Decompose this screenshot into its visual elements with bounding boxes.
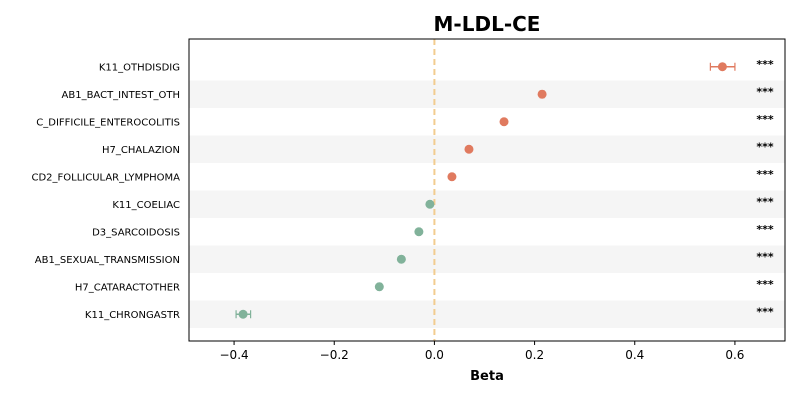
significance-label: ***: [756, 140, 774, 153]
significance-labels: *** *** *** *** *** *** *** *** *** ***: [756, 58, 774, 319]
row-band: [189, 190, 785, 218]
x-tick-label: 0.0: [425, 348, 444, 362]
category-label: CD2_FOLLICULAR_LYMPHOMA: [31, 172, 180, 183]
row-bands: [189, 80, 785, 328]
category-label: H7_CHALAZION: [102, 145, 180, 156]
x-axis-ticks: −0.4 −0.2 0.0 0.2 0.4 0.6: [220, 341, 744, 362]
significance-label: ***: [756, 195, 774, 208]
category-label: K11_COELIAC: [112, 200, 180, 211]
data-point: [464, 144, 474, 154]
row-band: [189, 80, 785, 108]
significance-label: ***: [756, 85, 774, 98]
row-band: [189, 135, 785, 163]
category-label: K11_OTHDISDIG: [99, 62, 180, 73]
category-labels: K11_OTHDISDIG AB1_BACT_INTEST_OTH C_DIFFIC…: [31, 62, 180, 321]
x-tick-label: 0.6: [725, 348, 744, 362]
data-point: [447, 172, 457, 182]
data-point: [537, 89, 547, 99]
significance-label: ***: [756, 58, 774, 71]
significance-label: ***: [756, 250, 774, 263]
plot-frame: [188, 38, 786, 342]
data-point: [425, 199, 435, 209]
data-point: [414, 227, 424, 237]
x-tick-label: −0.4: [220, 348, 249, 362]
chart-title: M-LDL-CE: [434, 12, 541, 36]
x-tick-label: 0.4: [625, 348, 644, 362]
row-band: [189, 245, 785, 273]
data-point: [374, 282, 384, 292]
category-label: K11_CHRONGASTR: [85, 310, 180, 321]
x-tick-label: 0.2: [525, 348, 544, 362]
category-label: H7_CATARACTOTHER: [75, 282, 180, 293]
data-points: [235, 62, 736, 319]
significance-label: ***: [756, 113, 774, 126]
significance-label: ***: [756, 223, 774, 236]
x-tick-label: −0.2: [320, 348, 349, 362]
significance-label: ***: [756, 278, 774, 291]
significance-label: ***: [756, 168, 774, 181]
row-band: [189, 300, 785, 328]
category-label: D3_SARCOIDOSIS: [92, 227, 180, 238]
category-label: C_DIFFICILE_ENTEROCOLITIS: [36, 117, 180, 128]
data-point: [396, 254, 406, 264]
x-axis-label: Beta: [470, 369, 504, 384]
data-point: [499, 117, 509, 127]
category-label: AB1_SEXUAL_TRANSMISSION: [35, 255, 180, 266]
data-point: [717, 62, 727, 72]
category-label: AB1_BACT_INTEST_OTH: [62, 90, 181, 101]
significance-label: ***: [756, 305, 774, 318]
data-point: [238, 309, 248, 319]
